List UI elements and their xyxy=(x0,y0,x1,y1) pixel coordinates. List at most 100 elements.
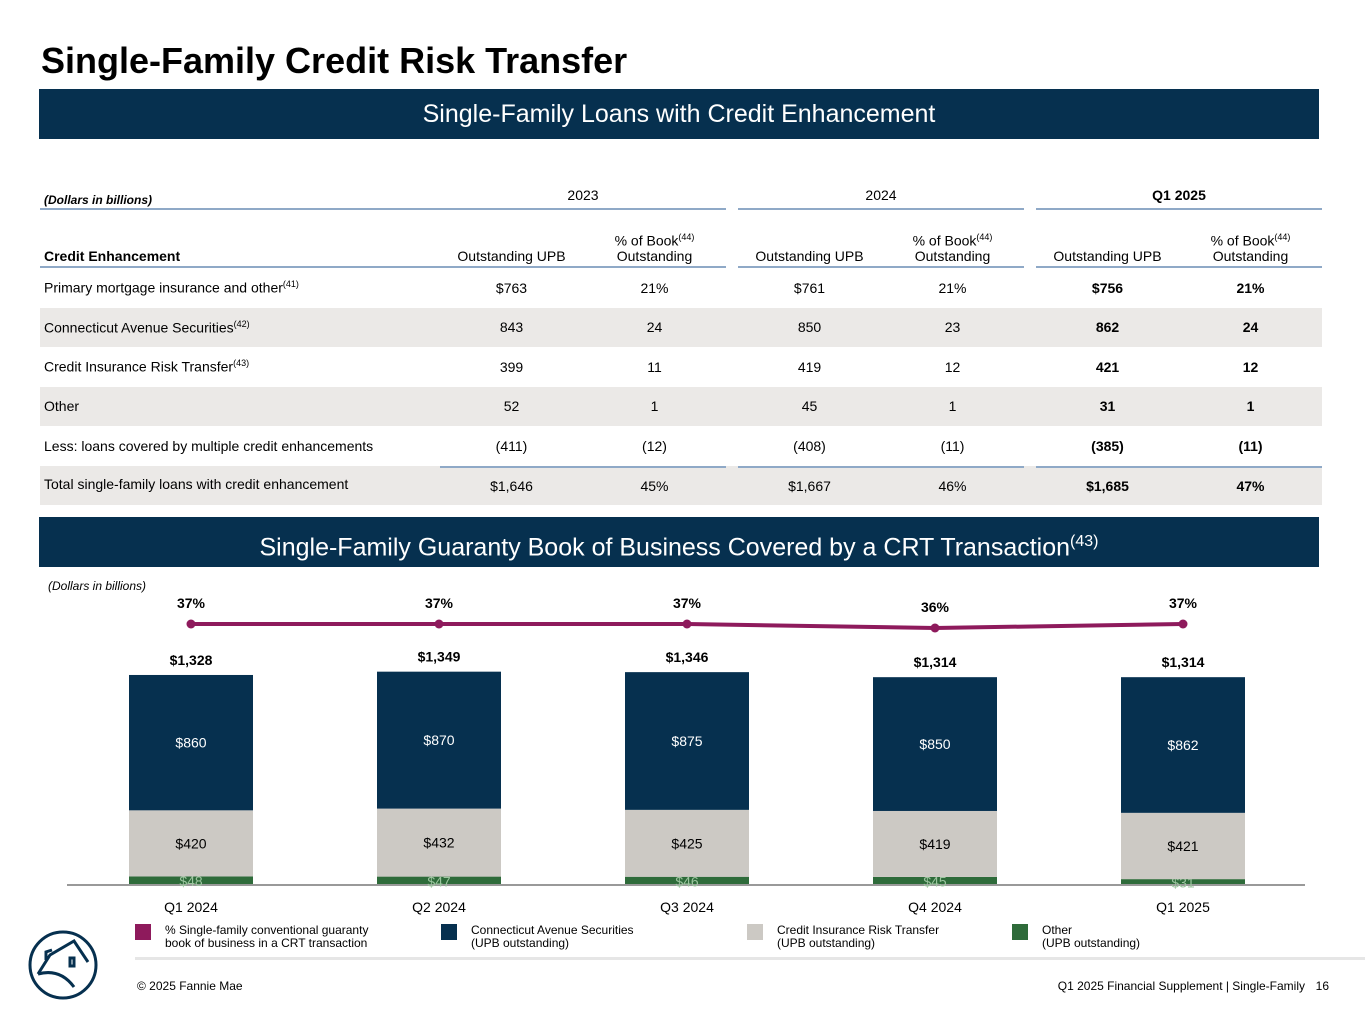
table-cell: 1 xyxy=(1246,398,1255,415)
table-cell: (408) xyxy=(793,437,826,454)
divider xyxy=(135,957,1365,960)
table-cell: $761 xyxy=(793,279,826,296)
legend-label: Connecticut Avenue Securities xyxy=(471,923,634,937)
line-value-label: 37% xyxy=(425,595,454,611)
table-cell: (12) xyxy=(642,437,667,454)
year-header: Q1 2025 xyxy=(1036,185,1322,210)
bar-segment xyxy=(873,876,997,884)
table-cell: 31 xyxy=(1099,398,1116,415)
label-text: Connecticut Avenue Securities xyxy=(44,319,234,336)
year-header: 2024 xyxy=(738,185,1024,210)
bar-total-label: $1,349 xyxy=(418,649,461,665)
legend-swatch xyxy=(747,924,763,940)
x-tick-label: Q2 2024 xyxy=(412,899,466,915)
section-header-loans: Single-Family Loans with Credit Enhancem… xyxy=(39,89,1319,139)
row-label: Less: loans covered by multiple credit e… xyxy=(40,438,440,454)
table-cell: 850 xyxy=(797,319,822,336)
footnote-ref: (43) xyxy=(1070,533,1099,550)
row-label: Total single-family loans with credit en… xyxy=(40,466,440,506)
table-cell: 421 xyxy=(1095,358,1120,375)
bar-value-label: $862 xyxy=(1167,737,1198,753)
table-cell: 47% xyxy=(1179,465,1322,506)
label-text: Other xyxy=(44,398,80,415)
legend-label: (UPB outstanding) xyxy=(777,936,876,950)
bar-segment xyxy=(625,809,749,877)
table-cell: 21% xyxy=(1236,279,1265,296)
legend-item: Credit Insurance Risk Transfer (UPB outst… xyxy=(747,924,939,950)
x-tick-label: Q1 2024 xyxy=(164,899,218,915)
bar-value-label: $47 xyxy=(427,873,451,889)
line-value-label: 37% xyxy=(673,595,702,611)
bar-segment xyxy=(625,876,749,884)
bar-segment xyxy=(1121,879,1245,884)
label: % of Book xyxy=(1210,233,1275,249)
label: % of Book xyxy=(614,233,679,249)
bar-total-label: $1,328 xyxy=(170,652,213,668)
label-text: Credit Insurance Risk Transfer xyxy=(44,359,234,376)
footnote-ref: (41) xyxy=(282,279,299,290)
bar-segment xyxy=(377,808,501,877)
line-point xyxy=(434,619,444,629)
row-label: Connecticut Avenue Securities(42) xyxy=(40,319,440,336)
line-point xyxy=(930,623,940,633)
column-header-pct: % of Book(44) Outstanding xyxy=(881,230,1024,268)
bar-value-label: $860 xyxy=(175,735,206,751)
table-cell: $1,685 xyxy=(1036,465,1179,506)
column-header: Credit Enhancement xyxy=(40,249,440,268)
table-cell: $756 xyxy=(1091,279,1124,296)
bar-segment xyxy=(129,810,253,877)
bar-total-label: $1,314 xyxy=(1162,654,1205,670)
table-cell: $1,646 xyxy=(440,465,583,506)
table-cell: 45% xyxy=(583,465,726,506)
line-point xyxy=(186,619,196,629)
line-value-label: 36% xyxy=(921,599,950,615)
legend-item: Connecticut Avenue Securities (UPB outsta… xyxy=(441,923,634,950)
table-cell: 399 xyxy=(499,358,524,375)
row-label: Primary mortgage insurance and other(41) xyxy=(40,279,440,296)
bar-value-label: $421 xyxy=(1167,838,1198,854)
table-cell: 23 xyxy=(944,319,961,336)
bar-value-label: $45 xyxy=(923,873,947,889)
table-cell: 11 xyxy=(647,358,662,375)
label-text: Less: loans covered by multiple credit e… xyxy=(44,437,374,454)
footnote-ref: (43) xyxy=(233,358,250,369)
table-cell: 1 xyxy=(948,398,957,415)
column-header-upb: Outstanding UPB xyxy=(1036,249,1179,268)
units-label: (Dollars in billions) xyxy=(40,185,440,210)
table-cell: 1 xyxy=(650,398,659,415)
label: Outstanding xyxy=(914,248,991,264)
footnote-ref: (44) xyxy=(976,232,993,243)
footnote-ref: (44) xyxy=(1274,232,1291,243)
column-header-upb: Outstanding UPB xyxy=(440,249,583,268)
legend-label: Other xyxy=(1042,923,1073,937)
label: % of Book xyxy=(912,233,977,249)
label-text: Total single-family loans with credit en… xyxy=(44,475,349,492)
bar-total-label: $1,346 xyxy=(666,649,709,665)
table-cell: 24 xyxy=(646,319,663,336)
legend-label: % Single-family conventional guaranty xyxy=(165,923,369,937)
table-cell: 862 xyxy=(1095,319,1120,336)
label: Outstanding xyxy=(1212,248,1289,264)
table-row: Primary mortgage insurance and other(41)… xyxy=(40,268,1322,308)
credit-enhancement-table: (Dollars in billions) 2023 2024 Q1 2025 … xyxy=(40,185,1322,505)
bar-segment xyxy=(625,672,749,810)
x-tick-label: Q4 2024 xyxy=(908,899,962,915)
column-header-pct: % of Book(44) Outstanding xyxy=(1179,230,1322,268)
legend-item: Other (UPB outstanding) xyxy=(1012,923,1140,950)
table-cell: (11) xyxy=(1238,437,1263,454)
bar-value-label: $425 xyxy=(671,835,702,851)
bar-segment xyxy=(129,674,253,811)
table-row: Connecticut Avenue Securities(42) 843 24 85… xyxy=(40,307,1322,347)
label: Outstanding xyxy=(616,248,693,264)
table-cell: 843 xyxy=(499,319,524,336)
legend-swatch xyxy=(441,924,457,940)
page-number: 16 xyxy=(1315,979,1329,993)
section-header-crt: Single-Family Guaranty Book of Business … xyxy=(39,517,1319,567)
x-tick-label: Q3 2024 xyxy=(660,899,714,915)
table-row: Other 52 1 45 1 31 1 xyxy=(40,386,1322,426)
table-cell: 12 xyxy=(1242,358,1259,375)
line-value-label: 37% xyxy=(177,595,206,611)
table-cell: (411) xyxy=(495,437,528,454)
bar-value-label: $48 xyxy=(179,873,203,889)
